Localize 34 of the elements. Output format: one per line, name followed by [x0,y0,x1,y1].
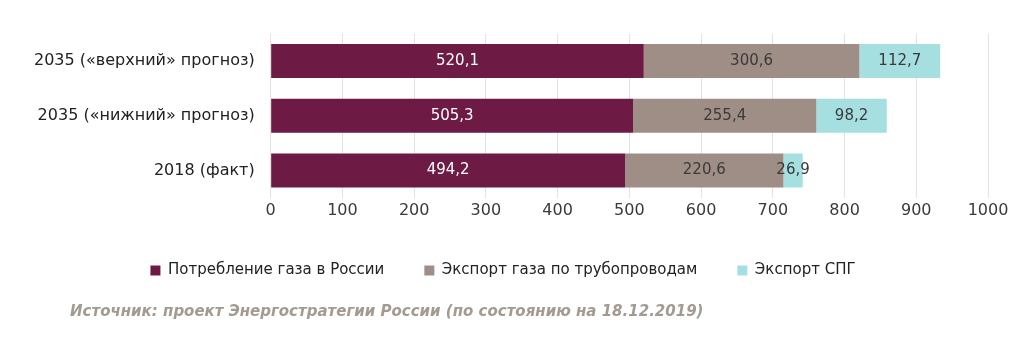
bar [643,44,860,78]
legend-label: Экспорт газа по трубопроводам [441,260,698,279]
x-tick-label: 100 [327,199,358,219]
data-label: 255,4 [703,105,747,124]
x-tick-label: 800 [829,199,860,219]
data-label: 112,7 [878,50,922,69]
bar [633,98,817,133]
y-tick-label: 2018 (факт) [153,159,255,179]
data-label: 26,9 [776,160,810,179]
x-tick-label: 400 [542,199,573,219]
x-tick-label: 600 [685,199,717,219]
bar [816,98,887,133]
data-label: 494,2 [426,160,470,179]
x-tick-label: 200 [398,199,430,219]
y-tick-label: 2035 («верхний» прогноз) [33,50,255,70]
bar [271,44,644,78]
data-label: 520,1 [435,50,479,69]
legend-label: Экспорт СПГ [754,260,856,279]
text: Источник: проект Энергостратегии России (по состоянию на 18.12.2019) [70,302,705,320]
data-label: 98,2 [834,105,869,124]
x-tick-label: 900 [900,199,932,219]
bar [271,98,634,133]
x-tick-label: 300 [470,199,502,219]
bar [271,153,626,188]
data-label: 505,3 [430,105,474,124]
x-tick-label: 1000 [967,199,1009,219]
y-tick-label: 2035 («нижний» прогноз) [37,104,255,124]
data-label: 300,6 [730,50,774,69]
x-tick-label: 500 [614,199,645,219]
x-tick-label: 700 [757,199,789,219]
bar [859,44,941,78]
legend-label: Потребление газа в России [167,260,385,279]
x-tick-label: 0 [265,199,276,219]
data-label: 220,6 [682,160,726,179]
